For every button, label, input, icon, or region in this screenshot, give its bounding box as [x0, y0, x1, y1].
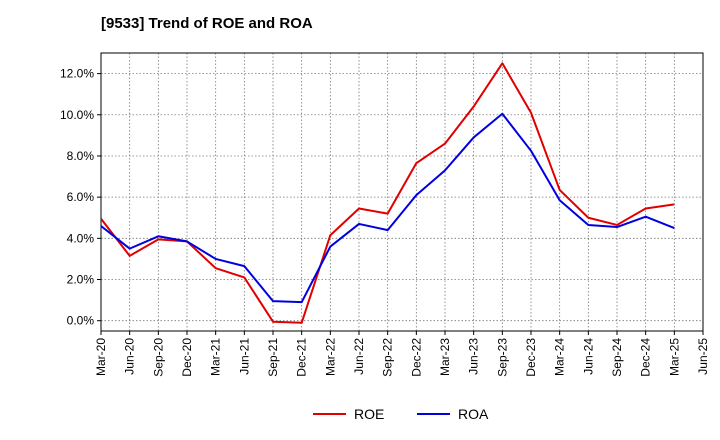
grid	[101, 53, 703, 331]
series-line-roe	[100, 62, 675, 324]
series-line-roa	[100, 112, 675, 304]
y-axis: 0.0% 2.0% 4.0% 6.0% 8.0% 10.0% 12.0%	[60, 67, 101, 328]
y-tick-label: 8.0%	[67, 149, 95, 163]
y-tick-label: 12.0%	[60, 67, 94, 81]
x-tick-label: Sep-22	[381, 338, 395, 377]
y-tick-label: 4.0%	[67, 231, 95, 245]
legend: ROE ROA	[313, 406, 489, 422]
x-tick-label: Mar-20	[94, 338, 108, 376]
chart-title: [9533] Trend of ROE and ROA	[101, 15, 313, 32]
x-tick-label: Dec-20	[180, 338, 194, 377]
legend-label-roe: ROE	[354, 406, 384, 422]
x-axis: Mar-20 Jun-20 Sep-20 Dec-20 Mar-21 Jun-21 Sep-…	[94, 331, 710, 377]
y-tick-label: 0.0%	[67, 314, 95, 328]
x-tick-label: Jun-23	[467, 338, 481, 375]
x-tick-label: Jun-21	[237, 338, 251, 375]
series-lines	[100, 62, 675, 324]
x-tick-label: Sep-23	[495, 338, 509, 377]
x-tick-label: Sep-21	[266, 338, 280, 377]
legend-label-roa: ROA	[458, 406, 489, 422]
y-tick-label: 10.0%	[60, 108, 94, 122]
x-tick-label: Sep-20	[151, 338, 165, 377]
x-tick-label: Dec-21	[295, 338, 309, 377]
x-tick-label: Dec-22	[409, 338, 423, 377]
x-tick-label: Dec-23	[524, 338, 538, 377]
x-tick-label: Mar-22	[323, 338, 337, 376]
y-tick-label: 6.0%	[67, 190, 95, 204]
x-tick-label: Jun-25	[696, 338, 710, 375]
plot-area	[100, 52, 704, 332]
y-tick-label: 2.0%	[67, 273, 95, 287]
x-tick-label: Jun-22	[352, 338, 366, 375]
x-tick-label: Jun-24	[581, 338, 595, 375]
x-tick-label: Mar-23	[438, 338, 452, 376]
x-tick-label: Mar-24	[553, 338, 567, 376]
x-tick-label: Sep-24	[610, 338, 624, 377]
x-tick-label: Dec-24	[639, 338, 653, 377]
x-tick-label: Jun-20	[123, 338, 137, 375]
x-tick-label: Mar-21	[209, 338, 223, 376]
x-tick-label: Mar-25	[667, 338, 681, 376]
